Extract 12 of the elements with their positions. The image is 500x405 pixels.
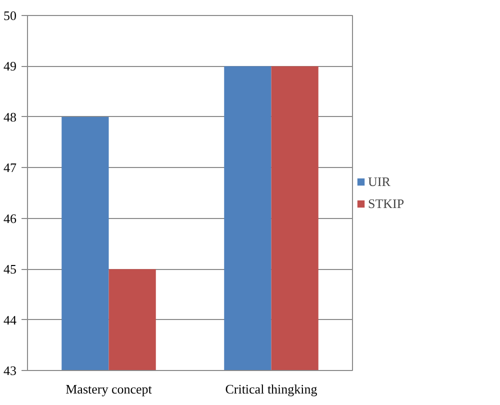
y-tick-label: 45 — [4, 262, 16, 277]
x-tick-label: Mastery concept — [66, 382, 152, 396]
y-tick-label: 47 — [4, 160, 17, 176]
y-tick-label: 43 — [4, 363, 16, 378]
y-tick-label: 49 — [4, 58, 16, 74]
y-tick-label: 50 — [4, 8, 16, 23]
legend-label: STKIP — [368, 196, 404, 212]
y-tick-label: 46 — [4, 210, 17, 226]
x-tick-label: Critical thingking — [225, 382, 318, 396]
legend-label: UIR — [368, 174, 390, 190]
y-tick-label: 44 — [4, 312, 17, 328]
y-tick-label: 48 — [4, 109, 16, 124]
